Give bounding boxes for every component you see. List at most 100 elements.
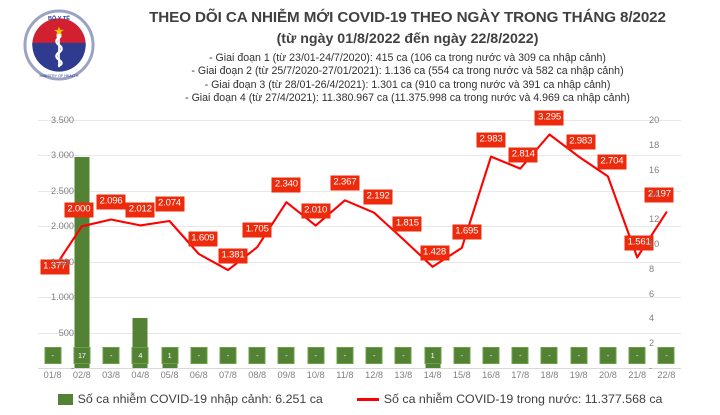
bar-value-label: - [248, 347, 266, 364]
bar-value-label: - [628, 347, 646, 364]
legend-label-trong-nuoc: Số ca nhiễm COVID-19 trong nước: 11.377.… [383, 392, 663, 406]
x-axis-tick: 01/8 [43, 370, 62, 380]
right-axis-tick: 14 [649, 189, 660, 200]
gridline [38, 226, 681, 228]
ministry-of-health-logo-icon: BỘ Y TẾ MINISTRY OF HEALTH [22, 8, 96, 82]
right-axis-tick: 10 [649, 239, 660, 249]
gridline [38, 190, 681, 192]
x-axis-tick: 10/8 [306, 370, 325, 380]
x-axis-tick: 16/8 [482, 370, 500, 380]
bar-value-label: 17 [73, 347, 91, 364]
bar-value-label: - [102, 347, 120, 364]
line-value-label: 1.815 [392, 216, 422, 232]
x-axis-tick: 19/8 [569, 370, 588, 380]
line-value-label: 2.074 [155, 196, 185, 212]
right-axis-tick: 16 [649, 164, 660, 175]
chart-legend: Số ca nhiễm COVID-19 nhập cảnh: 6.251 ca… [0, 392, 720, 406]
line-value-label: 1.428 [420, 245, 450, 261]
line-value-label: 2.000 [64, 202, 94, 218]
bar-value-label: - [482, 347, 500, 364]
bar-value-label: 1 [424, 347, 442, 364]
x-axis-tick: 18/8 [540, 370, 559, 380]
gridline [38, 261, 681, 263]
line-value-label: 3.295 [534, 110, 564, 126]
bar-value-label: - [336, 347, 354, 364]
red-line-swatch-icon [356, 397, 379, 401]
phase-line-3: - Giai đoạn 3 (từ 28/01-26/4/2021): 1.30… [204, 78, 611, 91]
line-value-label: 2.367 [330, 175, 360, 191]
chart-title: THEO DÕI CA NHIỄM MỚI COVID-19 THEO NGÀY… [149, 9, 666, 26]
left-axis-tick: 3.500 [51, 115, 74, 125]
legend-item-nhap-canh[interactable]: Số ca nhiễm COVID-19 nhập cảnh: 6.251 ca [57, 392, 323, 406]
left-axis-tick: 500 [58, 327, 74, 338]
bar-value-label: - [219, 347, 237, 364]
left-axis-tick: 2.000 [51, 221, 74, 232]
line-value-label: 2.983 [476, 132, 506, 148]
x-axis-tick: 07/8 [219, 370, 237, 380]
legend-item-trong-nuoc[interactable]: Số ca nhiễm COVID-19 trong nước: 11.377.… [356, 392, 663, 406]
x-axis-tick: 11/8 [336, 370, 354, 380]
bar-value-label: - [44, 347, 62, 364]
line-value-label: 2.814 [508, 147, 538, 163]
x-axis-tick: 12/8 [365, 370, 384, 380]
right-axis-tick: 18 [649, 139, 660, 150]
bar-value-label: - [657, 347, 675, 364]
x-axis-tick: 14/8 [423, 370, 442, 380]
right-axis-tick: 20 [649, 115, 660, 125]
x-axis-tick: 08/8 [248, 370, 267, 380]
right-axis-tick: 6 [649, 288, 655, 299]
bar-value-label: - [599, 347, 617, 364]
line-value-label: 1.609 [188, 231, 218, 247]
svg-text:MINISTRY OF HEALTH: MINISTRY OF HEALTH [40, 74, 79, 78]
line-value-label: 2.983 [566, 134, 596, 150]
x-axis-tick: 05/8 [160, 370, 179, 380]
line-value-label: 1.705 [242, 222, 272, 238]
line-value-label: 2.704 [597, 154, 627, 170]
x-axis-category-labels: 01/8 02/8 03/8 04/8 05/8 06/8 07/8 08/8 09/8 10/8… [38, 368, 681, 386]
right-axis-tick: 2 [649, 338, 655, 349]
line-value-label: 2.197 [644, 187, 674, 203]
gridline [38, 155, 681, 157]
right-axis-tick: 8 [649, 263, 655, 274]
bar-value-label: - [570, 347, 588, 364]
x-axis-tick: 02/8 [72, 370, 91, 380]
phase-line-2: - Giai đoạn 2 (từ 25/7/2020-27/01/2021):… [191, 65, 624, 78]
right-axis-tick: - [649, 363, 653, 373]
left-axis-tick: 3.000 [51, 150, 74, 161]
line-series-trong-nuoc [51, 133, 668, 272]
x-axis-tick: 04/8 [131, 370, 150, 380]
x-axis-tick: 21/8 [628, 370, 647, 380]
line-value-label: 2.096 [96, 194, 126, 210]
gridline [38, 332, 681, 334]
line-value-label: 2.340 [271, 177, 301, 193]
bar-value-label: 4 [131, 347, 149, 364]
phase-summary-list: - Giai đoạn 1 (từ 23/01-24/7/2020): 415 … [105, 52, 710, 106]
bar-value-label: - [511, 347, 529, 364]
x-axis-tick: 03/8 [102, 370, 121, 380]
chart-header: BỘ Y TẾ MINISTRY OF HEALTH THEO DÕI CA N… [0, 0, 720, 110]
bar-value-label: - [277, 347, 295, 364]
x-axis-tick: 09/8 [277, 370, 296, 380]
green-square-swatch-icon [57, 393, 73, 405]
left-axis-tick: 1.500 [51, 256, 74, 267]
line-value-label: 1.377 [40, 259, 70, 275]
bar-value-label: 1 [161, 347, 179, 364]
title-block: THEO DÕI CA NHIỄM MỚI COVID-19 THEO NGÀY… [105, 8, 710, 105]
line-value-label: 2.192 [363, 189, 393, 205]
legend-label-nhap-canh: Số ca nhiễm COVID-19 nhập cảnh: 6.251 ca [77, 392, 323, 406]
chart-plot-area: -17-4 1- - - - - - - -1- - - - - - - - 1.377 2.000 2.096 2… [38, 110, 681, 369]
left-axis-tick: 2.500 [51, 185, 74, 196]
line-value-label: 1.381 [218, 248, 248, 264]
x-axis-tick: 17/8 [511, 370, 530, 380]
line-value-label: 1.561 [624, 235, 654, 251]
line-value-label: 2.012 [125, 202, 155, 218]
svg-text:BỘ Y TẾ: BỘ Y TẾ [48, 14, 70, 22]
gridline [38, 120, 681, 121]
phase-line-4: - Giai đoạn 4 (từ 27/4/2021): 11.380.967… [185, 92, 630, 105]
x-axis-tick: 15/8 [452, 370, 471, 380]
phase-line-1: - Giai đoạn 1 (từ 23/01-24/7/2020): 415 … [209, 51, 606, 64]
left-axis-tick: 1.000 [51, 292, 74, 303]
right-axis-tick: 4 [649, 313, 655, 324]
bar-value-label: - [190, 347, 208, 364]
left-axis-tick: - [70, 363, 74, 373]
